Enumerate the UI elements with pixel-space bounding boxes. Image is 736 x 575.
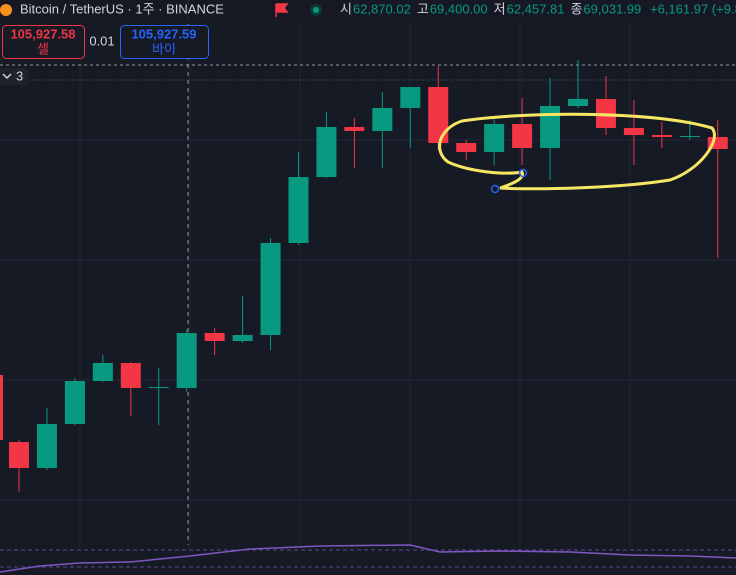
candle-body [540, 106, 561, 148]
candle-body [679, 136, 700, 137]
ohlc: 시 62,870.02 고 69,400.00 저 62,457.81 종 69,031.99 [340, 1, 641, 16]
candle-body [260, 243, 281, 335]
candle-body [344, 127, 365, 131]
chevron-icon [2, 73, 12, 80]
candle-body [288, 177, 309, 243]
candle-body [400, 87, 421, 108]
ohlc-value: 62,457.81 [507, 1, 565, 16]
candle-body [568, 99, 588, 106]
ohlc-value: 69,400.00 [430, 1, 488, 16]
spread: 0.01 [89, 33, 114, 48]
ohlc-value: 62,870.02 [353, 1, 411, 16]
buy-price: 105,927.59 [131, 26, 196, 41]
drawing-handle [518, 168, 528, 178]
candle-body [9, 442, 29, 468]
indicator-count: 3 [16, 68, 23, 83]
candle-body [372, 108, 393, 131]
candle-body [512, 124, 533, 148]
candle-body [64, 381, 85, 424]
buy-label: 바이 [152, 41, 176, 56]
change: +6,161.97 (+9.8 [650, 1, 736, 16]
flag-icon[interactable] [275, 3, 289, 17]
candle-body [232, 335, 253, 341]
ohlc-value: 69,031.99 [583, 1, 641, 16]
status-icon [313, 7, 319, 13]
candle-body [484, 124, 505, 152]
candle-body [623, 128, 644, 135]
candle-body [428, 87, 449, 143]
ohlc-label: 저 [494, 1, 506, 16]
ohlc-label: 고 [417, 1, 429, 16]
sell-button[interactable] [2, 25, 85, 59]
candle-body [36, 424, 57, 468]
ohlc-label: 시 [340, 1, 352, 16]
grid [0, 0, 736, 545]
candle-body [316, 127, 337, 177]
drawing-handle [490, 184, 500, 194]
symbol[interactable]: Bitcoin / TetherUS · 1주 · BINANCE [20, 1, 224, 16]
sell-price: 105,927.58 [10, 26, 75, 41]
candle-body [92, 363, 113, 381]
indicator-line [0, 544, 736, 573]
header-bar [0, 0, 736, 22]
candle-body [176, 332, 197, 388]
candles [9, 60, 728, 492]
candle-body [148, 387, 169, 388]
candle-body [456, 143, 477, 152]
coin-icon [0, 4, 12, 16]
candle-body [204, 333, 225, 341]
indicator-toggle[interactable] [0, 68, 28, 85]
sell-label: 셀 [37, 41, 49, 56]
ohlc-label: 종 [570, 1, 582, 16]
drawing-annotation [438, 112, 716, 191]
candle-body [120, 363, 141, 388]
candle-body [651, 135, 672, 137]
partial-candle [0, 375, 3, 440]
buy-button[interactable] [120, 25, 209, 59]
